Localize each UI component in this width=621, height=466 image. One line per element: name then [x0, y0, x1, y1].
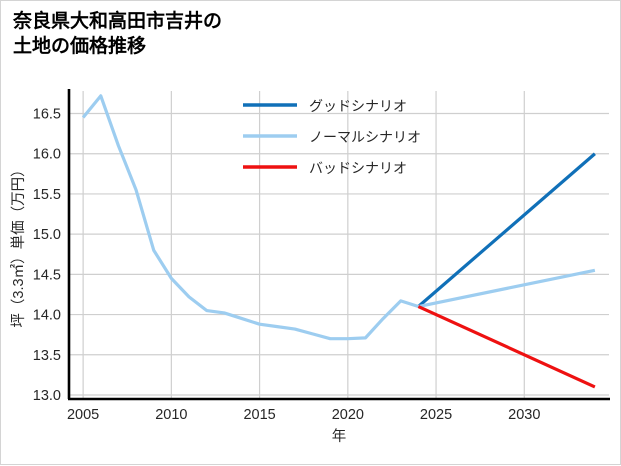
legend-label-2: バッドシナリオ — [309, 160, 407, 176]
series-line-1 — [81, 94, 596, 341]
y-tick-label: 13.0 — [33, 388, 61, 404]
series-line-2 — [417, 305, 596, 389]
y-tick-label: 15.5 — [33, 187, 61, 203]
page-title: 奈良県大和高田市吉井の 土地の価格推移 — [13, 11, 223, 58]
gridlines-group — [69, 91, 609, 399]
y-tick-label: 16.5 — [33, 107, 61, 123]
x-tick-label: 2030 — [508, 407, 540, 423]
axis-titles: 年 坪（3.3㎡）単価（万円） — [10, 162, 346, 445]
y-tick-label: 15.0 — [33, 227, 61, 243]
x-tick-label: 2005 — [67, 407, 99, 423]
y-axis-title: 坪（3.3㎡）単価（万円） — [10, 162, 27, 327]
y-tick-label: 14.5 — [33, 267, 61, 283]
series-line-0 — [417, 152, 596, 308]
x-tick-label: 2025 — [420, 407, 452, 423]
axis-lines-group — [67, 89, 610, 401]
y-tick-label: 14.0 — [33, 308, 61, 324]
x-axis-title: 年 — [332, 428, 347, 445]
x-axis-tick-labels: 2005 2010 2015 2020 2025 2030 — [67, 407, 540, 423]
x-tick-label: 2010 — [155, 407, 187, 423]
y-tick-label: 16.0 — [33, 147, 61, 163]
x-tick-label: 2020 — [332, 407, 364, 423]
legend-label-0: グッドシナリオ — [309, 98, 407, 114]
y-tick-label: 13.5 — [33, 348, 61, 364]
series-lines-group — [81, 94, 596, 389]
x-tick-label: 2015 — [243, 407, 275, 423]
legend-label-1: ノーマルシナリオ — [309, 129, 421, 145]
y-axis-tick-labels: 13.0 13.5 14.0 14.5 15.0 15.5 16.0 16.5 — [33, 107, 61, 404]
